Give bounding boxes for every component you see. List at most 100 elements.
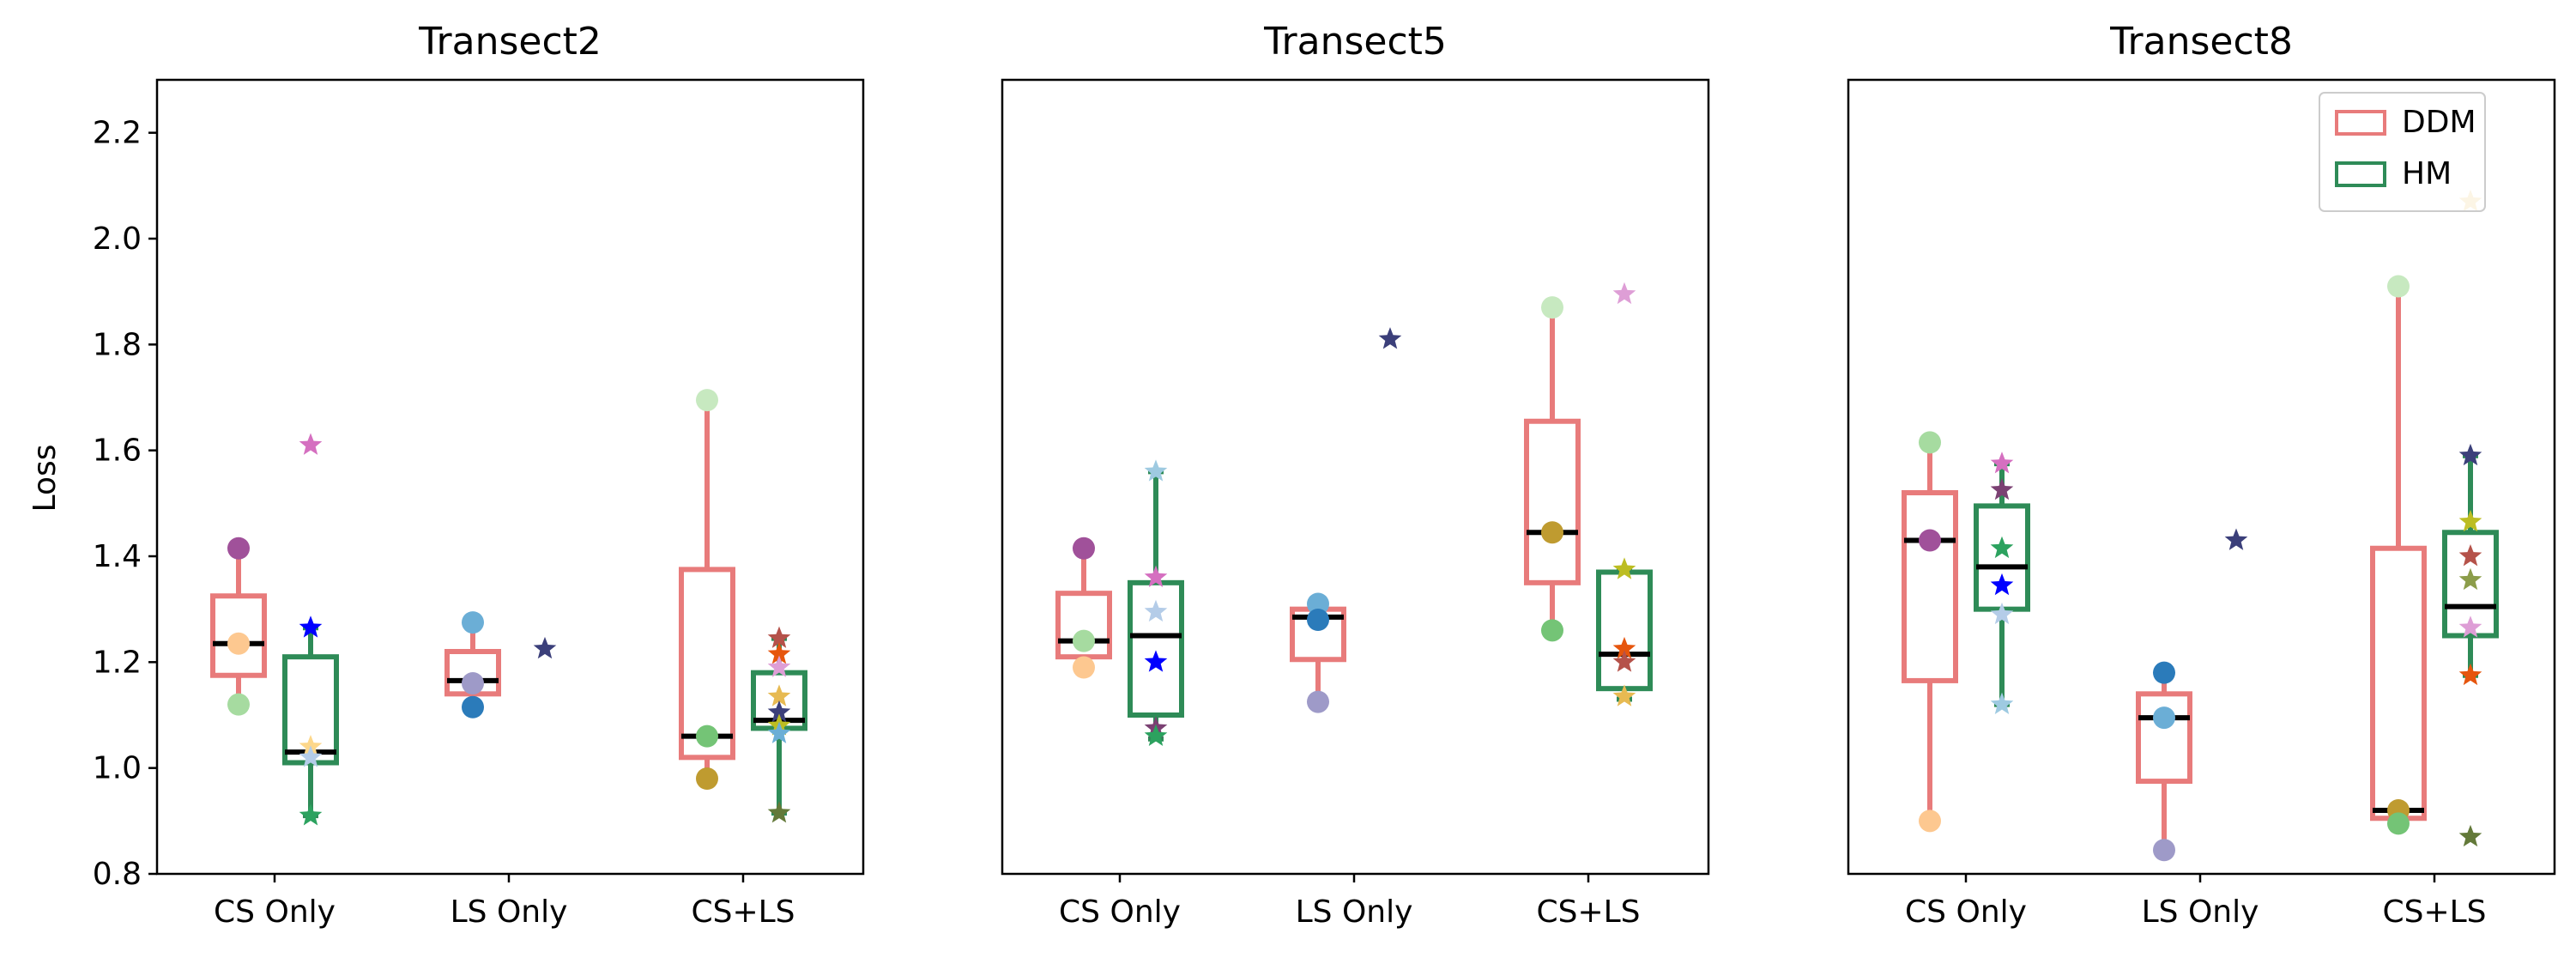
y-tick-label: 1.6 [93, 434, 142, 469]
data-point-star [1990, 477, 2014, 500]
data-point [227, 693, 250, 716]
box-body [282, 654, 339, 766]
legend-label-hm: HM [2402, 156, 2452, 191]
y-tick-label: 0.8 [93, 857, 142, 892]
y-axis-label: Loss [27, 445, 63, 512]
plot-frame [1001, 78, 1710, 876]
data-point-star [767, 801, 791, 823]
data-point-star [299, 433, 323, 455]
chart-panel-transect5: Transect5 CS Only LS Only CS+LS [1001, 20, 1710, 930]
data-point-star [1612, 282, 1636, 305]
legend-label-ddm: DDM [2402, 105, 2476, 140]
data-point-star [1612, 684, 1636, 706]
box-body [210, 593, 267, 678]
data-point-star [767, 700, 791, 723]
data-point [1541, 521, 1563, 544]
data-point [1307, 592, 1329, 615]
y-tick-label: 1.8 [93, 327, 142, 362]
data-point [2387, 275, 2410, 298]
x-tick-label: CS+LS [691, 894, 795, 930]
data-point [2153, 661, 2175, 684]
data-point-star [2458, 615, 2482, 638]
panel-title: Transect5 [1263, 20, 1447, 64]
panel-title: Transect8 [2109, 20, 2293, 64]
y-tick-label: 1.4 [93, 539, 142, 574]
data-point-star [767, 721, 791, 743]
data-point-star [1144, 565, 1168, 587]
data-point-star [2458, 824, 2482, 847]
data-point-star [767, 642, 791, 664]
y-tick-label: 1.0 [93, 751, 142, 786]
data-point [2387, 812, 2410, 835]
data-point-star [767, 684, 791, 706]
box-body [679, 567, 735, 761]
box-body [2442, 530, 2499, 639]
data-point-star [1990, 573, 2014, 596]
box-body [1902, 490, 1958, 683]
x-tick-label: LS Only [2142, 894, 2259, 930]
chart-panel-transect2: Transect2 0.8 1.0 1.2 1.4 1.6 1.8 2.0 2.2 CS Only… [93, 20, 865, 930]
x-tick-label: CS Only [214, 894, 336, 930]
data-point [1919, 431, 1941, 454]
data-point-star [2458, 544, 2482, 567]
data-point [227, 537, 250, 560]
data-point [1073, 537, 1095, 560]
data-point-star [299, 803, 323, 826]
box-body [1128, 579, 1184, 718]
x-tick-label: LS Only [1296, 894, 1413, 930]
data-point [1073, 656, 1095, 679]
box-body [2136, 691, 2192, 785]
data-point-star [299, 615, 323, 638]
data-point [227, 632, 250, 655]
data-point-star [1990, 452, 2014, 474]
data-point-star [1378, 327, 1402, 349]
data-point-star [2224, 528, 2248, 550]
data-point-star [1144, 599, 1168, 622]
data-point-star [2458, 567, 2482, 591]
x-tick-label: CS+LS [1536, 894, 1640, 930]
data-point [2153, 839, 2175, 862]
plot-frame [155, 78, 865, 876]
chart-panel-transect8: Transect8 CS Only LS Only CS+LS [1847, 20, 2556, 930]
legend-frame [2319, 92, 2486, 212]
y-tick-label: 2.2 [93, 116, 142, 151]
x-tick-label: CS Only [1059, 894, 1181, 930]
data-point [1541, 296, 1563, 319]
data-point-star [2458, 509, 2482, 532]
data-point-star [1612, 636, 1636, 659]
data-point [1307, 690, 1329, 713]
data-point-star [533, 636, 557, 659]
x-tick-label: LS Only [450, 894, 568, 930]
data-point-star [2458, 443, 2482, 466]
x-tick-label: CS+LS [2382, 894, 2486, 930]
data-point-star [767, 626, 791, 648]
data-point [1073, 629, 1095, 652]
data-point [462, 672, 484, 694]
legend: DDM HM [2319, 92, 2486, 212]
chart-panels: Transect2 0.8 1.0 1.2 1.4 1.6 1.8 2.0 2.2 CS Only… [93, 20, 2556, 930]
data-point [1919, 529, 1941, 552]
data-point [696, 389, 718, 412]
plot-frame [1847, 78, 2556, 876]
legend-swatch-hm [2335, 161, 2386, 187]
data-point-star [1990, 692, 2014, 714]
data-point [1919, 809, 1941, 833]
data-point-star [1612, 650, 1636, 672]
data-point [462, 611, 484, 634]
data-point [1307, 609, 1329, 631]
data-point [696, 767, 718, 790]
box-body [1524, 418, 1581, 585]
data-point-star [2458, 663, 2482, 686]
data-point-star [299, 745, 323, 767]
data-point [696, 725, 718, 748]
data-point-star [1144, 650, 1168, 672]
data-point-star [1990, 602, 2014, 625]
data-point-star [1144, 459, 1168, 482]
data-point-star [1612, 557, 1636, 579]
data-point-star [1144, 724, 1168, 746]
panel-title: Transect2 [418, 20, 602, 64]
y-tick-label: 2.0 [93, 221, 142, 257]
x-tick-label: CS Only [1905, 894, 2027, 930]
